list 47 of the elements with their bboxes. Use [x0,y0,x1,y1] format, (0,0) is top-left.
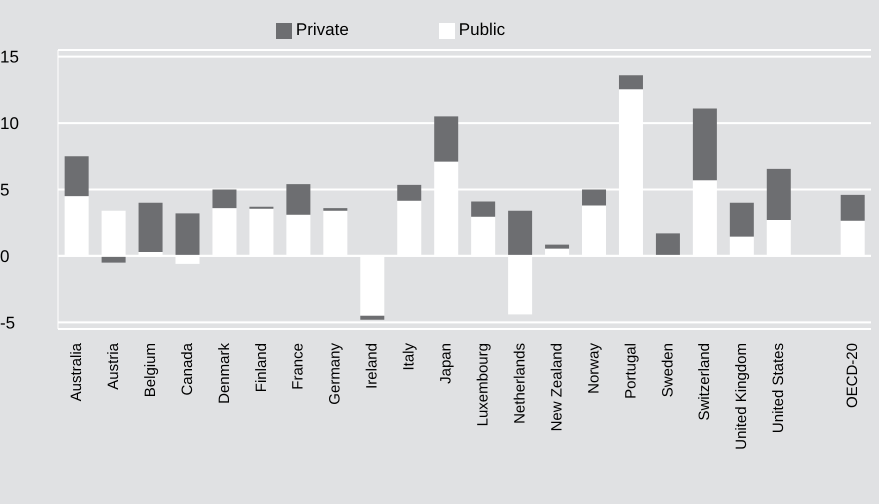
y-tick-label: 0 [0,246,10,266]
x-tick-label: Belgium [142,343,159,398]
bar [434,116,458,162]
y-tick-label: 10 [0,114,19,134]
x-tick-label: Germany [326,342,344,405]
x-tick-label: New Zealand [548,343,566,432]
bar [64,156,89,196]
x-tick-label: Denmark [216,342,233,404]
x-tick-label: OECD-20 [844,343,862,408]
x-tick-label: Portugal [622,343,640,399]
x-tick-label: Norway [585,342,602,394]
x-tick-label: Switzerland [696,343,714,421]
bar [730,202,754,237]
x-tick-label: United Kingdom [733,343,750,450]
bar [176,213,200,256]
x-tick-label: Netherlands [511,343,528,424]
x-tick-label: Sweden [659,343,676,398]
bar [286,184,310,215]
legend-label: Public [458,20,506,39]
bar [360,316,384,320]
bar [766,168,791,220]
x-tick-label: Luxembourg [474,343,492,426]
x-tick-label: Japan [438,343,455,384]
bar [471,201,496,217]
bar [508,210,532,256]
x-tick-label: Italy [400,342,418,371]
x-tick-label: Australia [68,342,85,402]
x-tick-label: France [290,343,307,390]
bar [138,202,163,252]
legend-label: Private [296,20,349,39]
bar [545,244,570,249]
x-tick-label: United States [770,343,788,434]
bar [692,108,717,180]
bar [656,233,680,256]
x-tick-label: Ireland [364,343,381,389]
x-tick-label: Austria [104,342,122,390]
bar [618,75,643,90]
bar [582,190,606,206]
bar [212,190,236,208]
y-tick-label: 15 [0,48,19,67]
x-tick-label: Finland [252,343,270,392]
bar [397,184,422,201]
y-tick-label: -5 [0,313,16,332]
x-tick-label: Canada [178,342,196,396]
bar [323,208,348,211]
bar [840,194,865,221]
y-tick-label: 5 [0,180,10,200]
